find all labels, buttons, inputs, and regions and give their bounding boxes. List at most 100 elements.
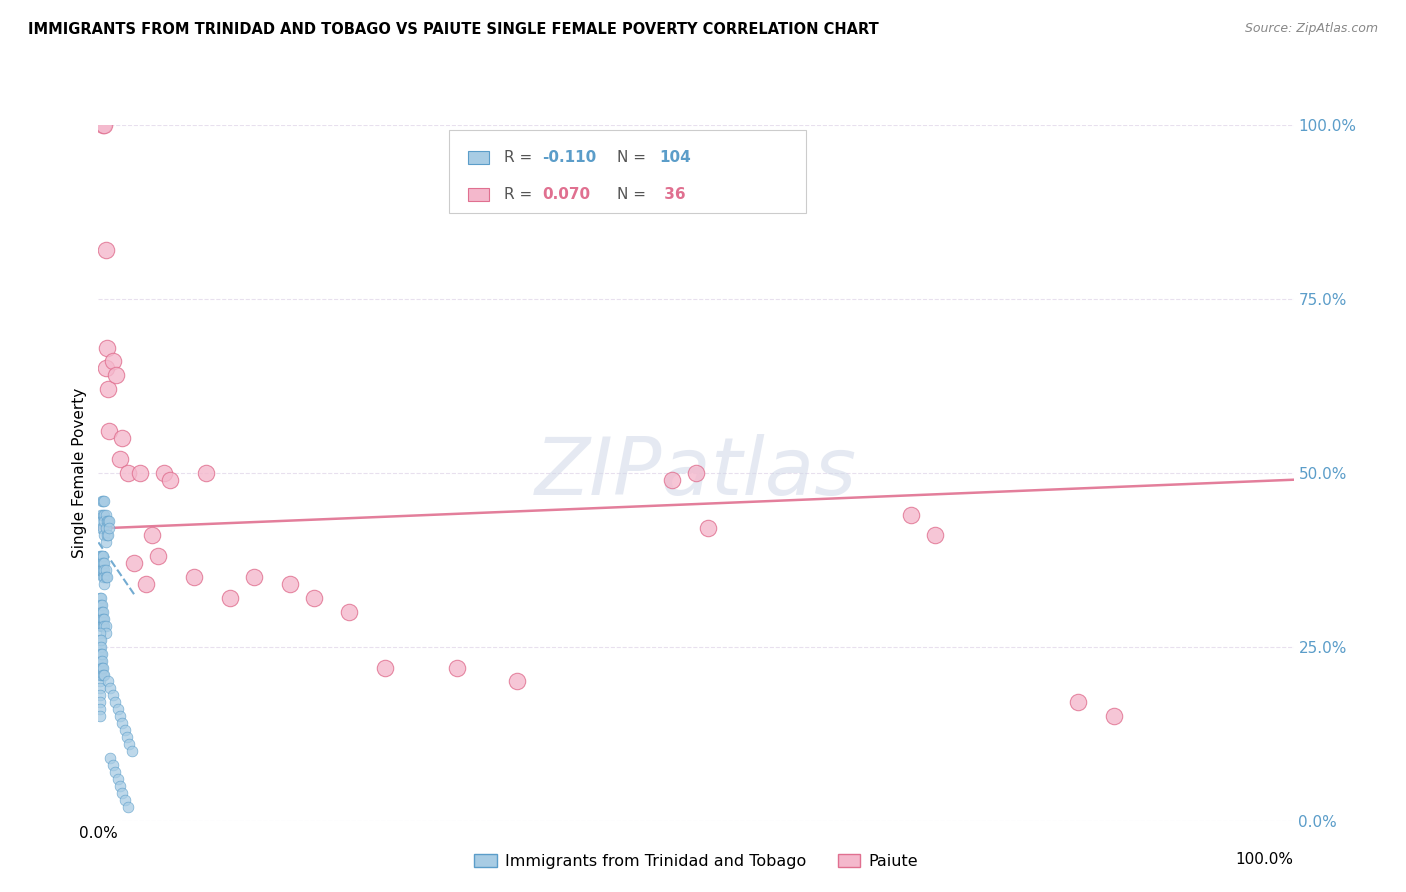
Point [91,549,114,564]
Point [91,493,114,508]
Legend: Immigrants from Trinidad and Tobago, Paiute: Immigrants from Trinidad and Tobago, Pai… [468,847,924,875]
Point [98,521,121,535]
Point [89,681,111,696]
Point [91,563,114,577]
Point [141,528,163,542]
Point [101,689,124,703]
Point [111,786,134,800]
Point [93,528,115,542]
Point [89,549,111,564]
Point [90,667,112,681]
Point [89,563,111,577]
Point [98,424,121,438]
Point [91,605,114,619]
FancyBboxPatch shape [468,188,489,201]
Point [90,660,112,674]
Point [446,660,468,674]
Point [91,654,114,668]
Point [159,473,181,487]
Point [91,667,114,681]
Point [135,577,157,591]
Point [89,605,111,619]
Point [114,723,136,738]
Point [118,737,141,751]
Point [98,515,121,529]
Point [153,466,176,480]
Point [97,528,120,542]
Point [93,493,115,508]
Text: 104: 104 [659,150,690,165]
Point [1102,709,1125,723]
Text: 36: 36 [659,186,686,202]
Point [107,772,129,786]
Point [243,570,266,584]
Point [96,528,118,542]
Point [924,528,946,542]
Point [89,689,111,703]
Point [90,647,112,661]
FancyBboxPatch shape [449,130,806,213]
Point [91,563,114,577]
Point [1067,695,1090,709]
Point [91,549,114,564]
Point [91,515,114,529]
Point [90,612,112,626]
Point [94,619,117,633]
Point [108,709,131,723]
Point [91,647,114,661]
Text: -0.110: -0.110 [541,150,596,165]
Point [93,612,115,626]
Point [183,570,205,584]
Text: 100.0%: 100.0% [1236,852,1294,867]
Point [91,660,114,674]
Point [661,473,683,487]
Point [93,577,115,591]
Point [97,515,120,529]
Point [219,591,242,605]
Text: R =: R = [503,150,537,165]
Point [89,625,111,640]
Point [93,508,115,522]
Point [93,570,115,584]
Point [124,556,146,570]
Point [91,508,114,522]
Point [91,598,114,612]
FancyBboxPatch shape [468,151,489,164]
Point [90,654,112,668]
Point [93,515,115,529]
Point [94,243,117,257]
Point [94,508,117,522]
Point [129,466,152,480]
Point [89,647,111,661]
Text: 0.070: 0.070 [541,186,591,202]
Point [89,667,111,681]
Point [98,681,122,696]
Point [104,695,127,709]
Point [94,361,117,376]
Text: R =: R = [503,186,537,202]
Point [97,674,120,689]
Point [506,674,529,689]
Point [117,466,139,480]
Point [93,556,115,570]
Point [89,612,111,626]
Point [91,619,114,633]
Point [94,535,117,549]
Point [302,591,325,605]
Point [101,758,124,772]
Point [91,118,114,132]
Point [900,508,922,522]
Point [339,605,360,619]
Point [93,563,115,577]
Point [90,605,112,619]
Point [108,451,131,466]
Point [94,521,117,535]
Text: N =: N = [617,150,651,165]
Point [91,493,114,508]
Point [91,619,114,633]
Point [89,632,111,647]
Point [114,793,136,807]
Point [94,625,117,640]
Point [90,521,112,535]
Point [108,779,131,793]
